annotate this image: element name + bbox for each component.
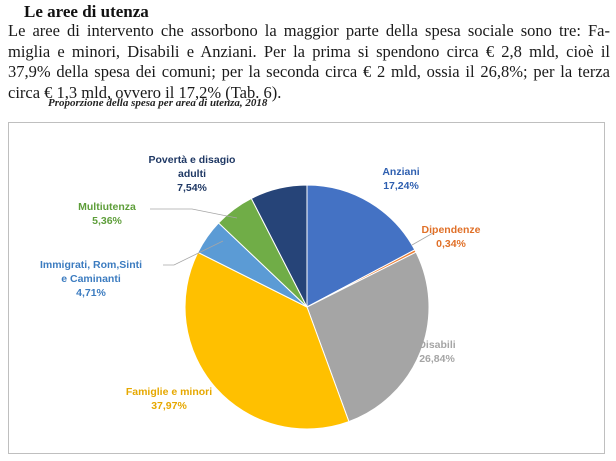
paragraph-line: circa € 1,3 mld, ovvero il 17,2% (Tab. 6… (8, 82, 282, 102)
data-label-dipendenze: Dipendenze 0,34% (422, 224, 481, 250)
data-label-anziani: Anziani 17,24% (382, 166, 419, 192)
leader-line-immigrati-rom-sinti-e-caminanti (163, 240, 224, 266)
pie-slices (184, 184, 430, 430)
slice-anziani (306, 184, 416, 308)
pie-chart: Anziani 17,24% Dipendenze 0,34% Disabili 26,8… (40, 154, 481, 430)
leader-line-multiutenza (150, 208, 238, 219)
data-label-multiutenza: Multiutenza 5,36% (78, 201, 136, 227)
paragraph-line: miglia e minori, Disabili e Anziani. Per… (8, 41, 610, 61)
leader-lines (150, 208, 434, 266)
leader-line-dipendenze (411, 232, 434, 246)
body-paragraph: Le aree di intervento che assorbono la m… (8, 21, 610, 103)
slice-famiglie-e-minori (184, 251, 350, 430)
slice-poverta-e-disagio-adulti (250, 184, 308, 308)
data-label-disabili: Disabili 26,84% (418, 339, 455, 365)
chart-caption: Proporzione della spesa per area di uten… (48, 97, 268, 109)
data-label-famiglie-e-minori: Famiglie e minori 37,97% (126, 386, 212, 412)
slice-disabili (306, 251, 430, 423)
data-label-poverta-e-disagio-adulti: Povertà e disagio adulti 7,54% (149, 154, 236, 194)
data-label-immigrati-rom-sinti-e-caminanti: Immigrati, Rom,Sinti e Caminanti 4,71% (40, 259, 142, 299)
paragraph-line: 37,9% della spesa dei comuni; per la sec… (8, 62, 610, 81)
slice-labels: Anziani 17,24% Dipendenze 0,34% Disabili 26,8… (40, 154, 481, 412)
paragraph-line: Le aree di intervento che assorbono la m… (8, 21, 610, 40)
section-heading: Le aree di utenza (24, 2, 149, 21)
pie-chart-frame: Anziani 17,24% Dipendenze 0,34% Disabili 26,8… (8, 122, 605, 454)
